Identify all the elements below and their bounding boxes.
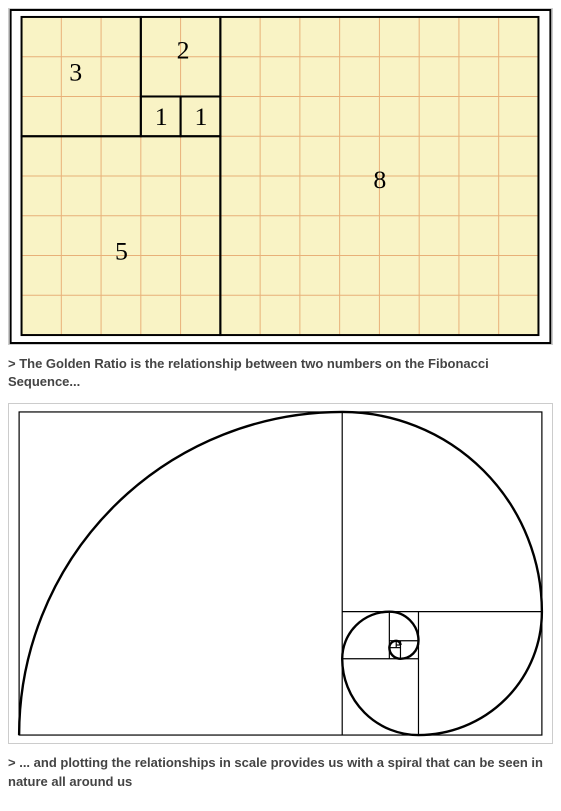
block-label-b8: 8 [373,165,386,194]
block-label-b3: 3 [69,58,82,87]
caption-1: > The Golden Ratio is the relationship b… [8,355,553,391]
fibonacci-grid-figure: 3 2 11 5 8 [8,8,553,345]
caption-2: > ... and plotting the relationships in … [8,754,553,790]
block-label-b2: 2 [177,36,190,65]
block-label-b1a: 1 [155,102,168,131]
golden-spiral-figure [8,403,553,744]
block-label-b5: 5 [115,237,128,266]
block-label-b1b: 1 [195,102,208,131]
